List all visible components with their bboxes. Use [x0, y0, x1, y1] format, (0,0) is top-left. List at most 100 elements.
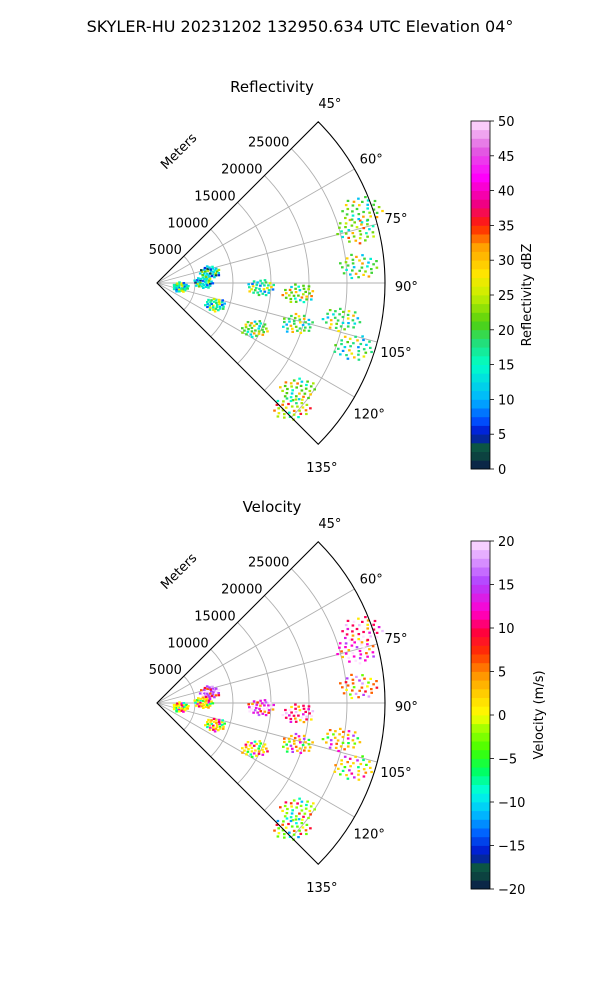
colorbar-tick-label: 20	[498, 535, 515, 550]
colorbar-segment	[471, 416, 490, 426]
colorbar-segment	[471, 242, 490, 252]
colorbar-segment	[471, 425, 490, 435]
colorbar-segment	[471, 338, 490, 348]
colorbar-segment	[471, 610, 490, 620]
colorbar-tick-label: 15	[498, 359, 515, 374]
echo-cell	[336, 638, 375, 665]
reflectivity-colorbar-label: Reflectivity dBZ	[520, 244, 535, 347]
azimuth-tick-label: 60°	[360, 152, 383, 167]
azimuth-tick-label: 45°	[318, 97, 341, 112]
colorbar-segment	[471, 355, 490, 365]
colorbar-tick-label: 0	[498, 463, 506, 478]
colorbar-segment	[471, 697, 490, 707]
colorbar-segment	[471, 234, 490, 244]
echo-cell	[193, 275, 215, 289]
colorbar-segment	[471, 129, 490, 139]
colorbar-segment	[471, 584, 490, 594]
colorbar-tick-label: −20	[498, 883, 525, 898]
azimuth-tick-label: 60°	[360, 572, 383, 587]
colorbar-tick-label: 30	[498, 254, 515, 269]
colorbar-segment	[471, 628, 490, 638]
azimuth-tick-label: 120°	[354, 408, 385, 423]
colorbar-segment	[471, 749, 490, 759]
colorbar-segment	[471, 199, 490, 209]
echo-cell	[172, 281, 190, 293]
echo-cell	[339, 673, 379, 700]
reflectivity-panel: Reflectivity 5000 10000 15000 20000 25000 45…	[149, 78, 535, 478]
azimuth-gridline	[156, 223, 378, 284]
colorbar-segment	[471, 662, 490, 672]
colorbar-tick-label: 0	[498, 709, 506, 724]
colorbar-segment	[471, 706, 490, 716]
colorbar-segment	[471, 601, 490, 611]
velocity-title: Velocity	[243, 498, 302, 516]
range-tick-label: 5000	[149, 663, 182, 678]
colorbar-segment	[471, 732, 490, 742]
colorbar-segment	[471, 819, 490, 829]
reflectivity-echoes	[172, 196, 384, 421]
echo-cell	[204, 297, 226, 313]
colorbar-segment	[471, 286, 490, 296]
colorbar-segment	[471, 758, 490, 768]
colorbar-segment	[471, 460, 490, 470]
range-tick-label: 10000	[167, 216, 208, 231]
colorbar-segment	[471, 251, 490, 261]
echo-cell	[279, 377, 316, 402]
colorbar-segment	[471, 741, 490, 751]
azimuth-gridline	[156, 643, 378, 704]
azimuth-tick-label: 75°	[384, 632, 407, 647]
azimuth-gridline	[156, 702, 378, 763]
colorbar-segment	[471, 295, 490, 305]
colorbar-segment	[471, 854, 490, 864]
colorbar-segment	[471, 654, 490, 664]
azimuth-tick-label: 105°	[380, 346, 411, 361]
colorbar-segment	[471, 880, 490, 890]
colorbar-segment	[471, 549, 490, 559]
azimuth-gridline	[156, 168, 355, 284]
colorbar-segment	[471, 277, 490, 287]
colorbar-segment	[471, 688, 490, 698]
colorbar-segment	[471, 390, 490, 400]
azimuth-tick-label: 135°	[306, 461, 337, 476]
echo-cell	[341, 616, 384, 644]
azimuth-tick-label: 120°	[354, 828, 385, 843]
reflectivity-radial-label: Meters	[158, 131, 200, 173]
colorbar-tick-label: 45	[498, 150, 515, 165]
colorbar-tick-label: 25	[498, 289, 515, 304]
velocity-panel: Velocity 5000 10000 15000 20000 25000 45° 60°…	[149, 498, 547, 898]
azimuth-gridline	[156, 282, 378, 343]
figure-suptitle: SKYLER-HU 20231202 132950.634 UTC Elevat…	[87, 17, 514, 36]
colorbar-segment	[471, 793, 490, 803]
colorbar-segment	[471, 862, 490, 872]
colorbar-segment	[471, 312, 490, 322]
colorbar-tick-label: −10	[498, 796, 525, 811]
colorbar-tick-label: 5	[498, 428, 506, 443]
range-tick-label: 10000	[167, 636, 208, 651]
colorbar-segment	[471, 408, 490, 418]
azimuth-tick-label: 105°	[380, 766, 411, 781]
echo-cell	[333, 335, 373, 361]
colorbar-tick-label: 15	[498, 579, 515, 594]
colorbar-tick-label: 35	[498, 219, 515, 234]
echo-cell	[247, 279, 275, 297]
echo-cell	[281, 283, 315, 304]
polar-frame	[156, 541, 386, 865]
reflectivity-range-labels: 5000 10000 15000 20000 25000	[149, 136, 290, 259]
colorbar-segment	[471, 208, 490, 218]
azimuth-gridline	[156, 282, 355, 398]
colorbar-tick-label: 20	[498, 324, 515, 339]
colorbar-segment	[471, 268, 490, 278]
velocity-azimuth-labels: 45° 60° 75° 90° 105° 120° 135°	[306, 517, 418, 896]
colorbar-tick-label: −5	[498, 753, 517, 768]
colorbar-segment	[471, 567, 490, 577]
colorbar-segment	[471, 155, 490, 165]
colorbar-segment	[471, 373, 490, 383]
azimuth-tick-label: 45°	[318, 517, 341, 532]
colorbar-tick-label: 40	[498, 185, 515, 200]
colorbar-segment	[471, 784, 490, 794]
colorbar-tick-label: −15	[498, 840, 525, 855]
colorbar-segment	[471, 303, 490, 313]
polar-frame	[156, 121, 386, 445]
colorbar-segment	[471, 671, 490, 681]
